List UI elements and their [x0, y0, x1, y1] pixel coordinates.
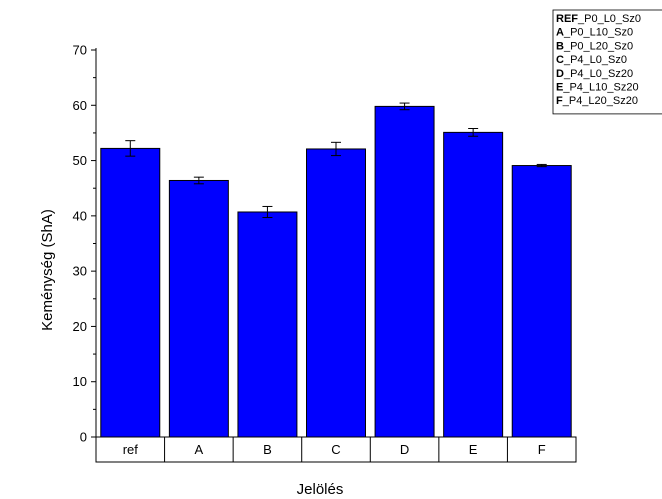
y-axis-title: Keménység (ShA) — [39, 209, 56, 331]
y-tick-label-60: 60 — [73, 98, 87, 113]
x-tick-label-E: E — [469, 442, 478, 457]
legend-entry-F: F_P4_L20_Sz20 — [556, 95, 638, 107]
y-tick-label-40: 40 — [73, 208, 87, 223]
legend-entry-key: C — [556, 54, 564, 66]
bar-ref — [100, 147, 161, 438]
bar-D — [374, 105, 435, 438]
bar-A — [168, 179, 229, 438]
x-tick-label-D: D — [400, 442, 409, 457]
legend-entry-key: E — [556, 82, 563, 94]
bars — [100, 105, 572, 438]
bar-C — [306, 148, 366, 438]
error-bars — [125, 102, 547, 219]
x-tick-label-ref: ref — [123, 442, 139, 457]
x-tick-label-A: A — [195, 442, 204, 457]
legend-entry-REF: REF_P0_L0_Sz0 — [556, 13, 641, 25]
x-tick-label-B: B — [263, 442, 272, 457]
y-tick-label-50: 50 — [73, 153, 87, 168]
x-tick-label-F: F — [538, 442, 546, 457]
y-tick-label-20: 20 — [73, 319, 87, 334]
legend-entry-B: B_P0_L20_Sz0 — [556, 40, 633, 52]
y-tick-label-0: 0 — [80, 430, 87, 445]
legend-entry-desc: _P0_L0_Sz0 — [577, 13, 641, 25]
legend-entry-desc: _P0_L20_Sz0 — [563, 40, 633, 52]
x-tick-label-C: C — [331, 442, 340, 457]
category-table-frame — [95, 436, 577, 463]
legend-entry-key: F — [556, 95, 563, 107]
legend-entry-desc: _P4_L0_Sz20 — [563, 68, 633, 80]
legend-entry-desc: _P4_L10_Sz20 — [562, 82, 638, 94]
axes: 0 10 20 30 40 50 60 70 — [73, 43, 97, 445]
legend-entry-D: D_P4_L0_Sz20 — [556, 68, 633, 80]
y-tick-label-70: 70 — [73, 43, 87, 58]
legend: REF_P0_L0_Sz0A_P0_L10_Sz0B_P0_L20_Sz0C_P… — [552, 9, 662, 115]
x-axis-title: Jelölés — [297, 481, 344, 498]
legend-entry-desc: _P0_L10_Sz0 — [563, 27, 633, 39]
legend-entry-desc: _P4_L0_Sz0 — [563, 54, 627, 66]
legend-entry-A: A_P0_L10_Sz0 — [556, 27, 633, 39]
legend-entry-desc: _P4_L20_Sz20 — [562, 95, 638, 107]
y-tick-label-10: 10 — [73, 374, 87, 389]
legend-entry-C: C_P4_L0_Sz0 — [556, 54, 627, 66]
category-table: ref A B C D E F — [95, 436, 577, 463]
legend-entry-key: B — [556, 40, 564, 52]
y-tick-label-30: 30 — [73, 264, 87, 279]
bar-E — [443, 131, 504, 438]
legend-entry-E: E_P4_L10_Sz20 — [556, 82, 639, 94]
legend-entry-key: A — [556, 27, 564, 39]
bar-F — [511, 165, 572, 438]
legend-box — [552, 9, 662, 115]
legend-entry-key: D — [556, 68, 564, 80]
legend-entry-key: REF — [556, 13, 578, 25]
bar-B — [237, 211, 298, 438]
